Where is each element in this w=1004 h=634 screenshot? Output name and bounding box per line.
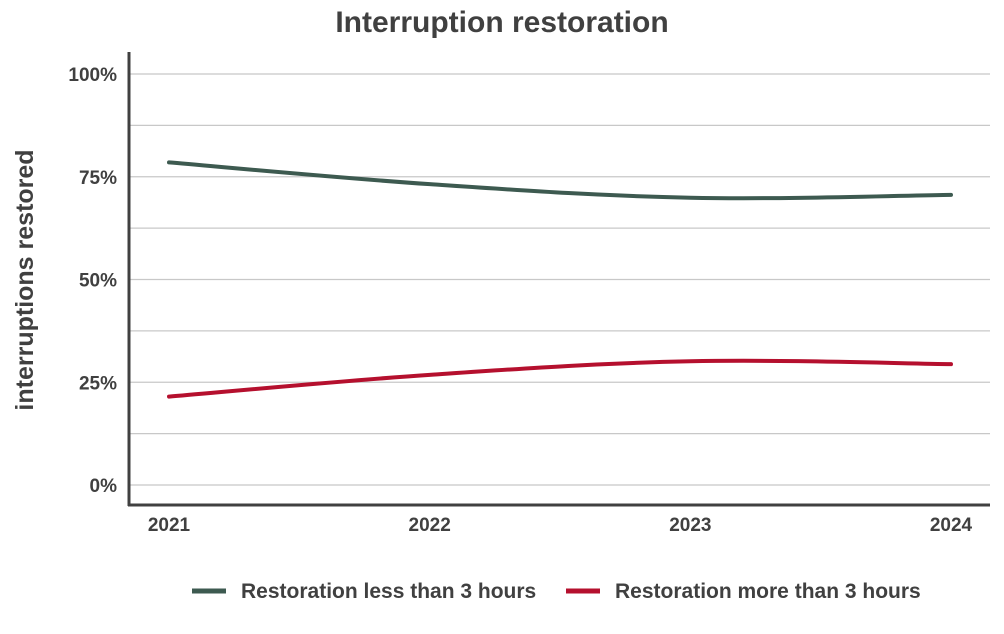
series-line-2: [167, 358, 953, 399]
x-tick-label: 2023: [669, 515, 711, 536]
y-tick-label: 100%: [68, 65, 117, 86]
y-tick-label: 25%: [79, 373, 117, 394]
x-tick-label: 2022: [409, 515, 451, 536]
gridlines: [129, 73, 990, 486]
y-tick-label: 75%: [79, 168, 117, 189]
series-lines: [167, 160, 953, 399]
series-line-1: [167, 160, 953, 201]
legend-label-2: Restoration more than 3 hours: [615, 580, 921, 603]
y-tick-labels: 0% 25% 50% 75% 100%: [68, 65, 117, 497]
y-axis-label: interruptions restored: [11, 149, 39, 410]
y-tick-label: 50%: [79, 271, 117, 292]
legend-label-1: Restoration less than 3 hours: [241, 580, 536, 603]
x-tick-labels: 2021 2022 2023 2024: [148, 515, 973, 536]
chart-title: Interruption restoration: [335, 6, 669, 39]
x-tick-label: 2021: [148, 515, 191, 536]
legend: Restoration less than 3 hours Restoration…: [192, 580, 921, 603]
y-tick-label: 0%: [90, 476, 118, 497]
x-tick-label: 2024: [930, 515, 973, 536]
axes: [127, 52, 990, 507]
